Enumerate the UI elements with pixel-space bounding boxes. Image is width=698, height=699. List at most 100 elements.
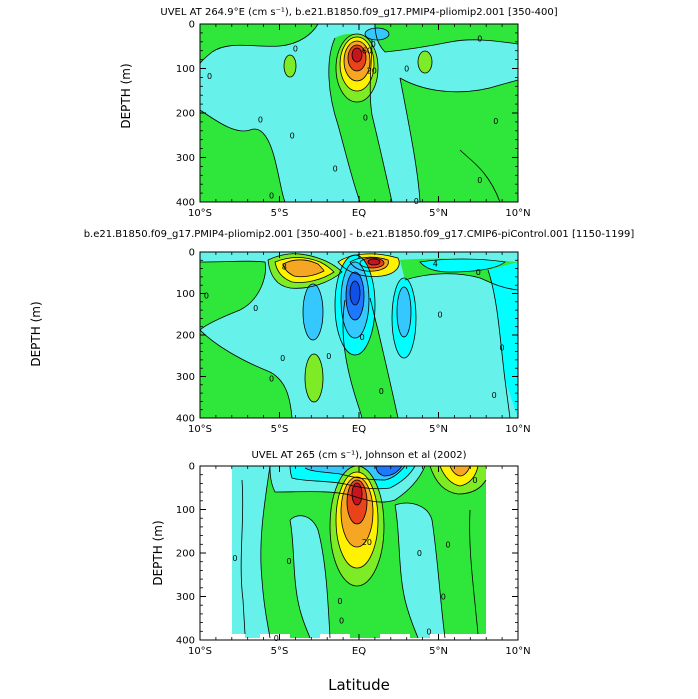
panel-3-cyan-west	[232, 466, 270, 638]
x-tick-label: 10°S	[188, 646, 212, 657]
panel-2-field	[200, 252, 518, 418]
panel-1-deep-green-east	[400, 78, 518, 202]
contour-label: 0	[286, 557, 291, 566]
contour-label: 0	[473, 476, 478, 485]
contour-label: 0	[253, 304, 258, 313]
y-tick-label: 100	[176, 64, 195, 75]
contour-label: 0	[337, 597, 342, 606]
x-tick-label: 10°N	[505, 646, 530, 657]
contour-label: 0	[477, 35, 482, 44]
contour-label: 0	[363, 113, 368, 122]
x-tick-label: 10°S	[188, 424, 212, 435]
panel-1-surface-blue-patch	[365, 28, 389, 40]
contour-label: 0	[438, 310, 443, 319]
panel-1-title: UVEL AT 264.9°E (cm s⁻¹), b.e21.B1850.f0…	[160, 7, 557, 18]
panel-2-warm-west-orange	[283, 259, 324, 277]
contour-label: 20	[362, 538, 372, 547]
x-tick-label: 5°S	[271, 646, 289, 657]
contour-label: 0	[280, 354, 285, 363]
contour-label: 8	[282, 263, 287, 272]
panel-1: UVEL AT 264.9°E (cm s⁻¹), b.e21.B1850.f0…	[119, 7, 558, 219]
contour-label: 0	[207, 72, 212, 81]
panel-2-lime-patch	[305, 354, 323, 402]
y-tick-label: 0	[189, 20, 195, 31]
contour-label: 0	[493, 117, 498, 126]
panel-2-west-flank-blue	[303, 284, 323, 340]
panel-1-surface-green-west	[200, 24, 318, 64]
contour-label: 0	[477, 176, 482, 185]
contour-label: 0	[417, 549, 422, 558]
panel-1-ylabel: DEPTH (m)	[119, 63, 133, 128]
panel-2-green-west	[200, 261, 266, 330]
panel-3-field	[200, 466, 518, 640]
contour-label: 0	[339, 616, 344, 625]
contour-label: 0	[293, 44, 298, 53]
contour-label: 0	[445, 540, 450, 549]
panel-3-contours	[240, 466, 487, 639]
contour-label: 0	[290, 131, 295, 140]
contour-label: 0	[274, 634, 279, 643]
x-tick-label: EQ	[352, 424, 366, 435]
x-tick-label: EQ	[352, 646, 366, 657]
contour-label: 0	[333, 165, 338, 174]
y-tick-label: 400	[176, 636, 195, 647]
panel-1-deep-green-west	[200, 110, 285, 202]
panel-1-lime-patch-east	[418, 51, 432, 73]
panel-1-euc-core	[352, 48, 362, 62]
x-tick-label: 10°S	[188, 208, 212, 219]
y-tick-label: 200	[176, 331, 195, 342]
y-tick-label: 100	[176, 505, 195, 516]
contour-label: 0	[426, 627, 431, 636]
contour-label: 4	[433, 260, 438, 269]
panel-3: UVEL AT 265 (cm s⁻¹), Johnson et al (200…	[151, 450, 531, 694]
contour-label: 0	[232, 554, 237, 563]
panel-3-euc-core	[352, 483, 362, 505]
panel-2-green-southwest	[200, 330, 292, 418]
contour-label: 0	[269, 191, 274, 200]
y-tick-label: 300	[176, 592, 195, 603]
contour-label: 0	[414, 197, 419, 206]
panel-1-surface-green-east	[375, 24, 518, 52]
x-tick-label: 5°S	[271, 208, 289, 219]
contour-label: 0	[404, 65, 409, 74]
panel-1-lime-patch-west	[284, 55, 296, 77]
y-tick-label: 200	[176, 549, 195, 560]
x-tick-label: 5°N	[429, 208, 448, 219]
x-tick-label: EQ	[352, 208, 366, 219]
y-tick-label: 0	[189, 248, 195, 259]
panel-2-ylabel: DEPTH (m)	[29, 301, 43, 366]
panel-3-title: UVEL AT 265 (cm s⁻¹), Johnson et al (200…	[251, 450, 466, 461]
panel-2-title: b.e21.B1850.f09_g17.PMIP4-pliomip2.001 […	[84, 229, 635, 240]
panel-3-sec-blue	[376, 466, 402, 476]
contour-label: 0	[492, 391, 497, 400]
contour-label: 0	[360, 333, 365, 342]
x-axis-label: Latitude	[328, 676, 390, 694]
contour-label: 0	[269, 375, 274, 384]
x-tick-label: 5°S	[271, 424, 289, 435]
panel-3-contour-labels: 0 0 0 0 0 0 0 0 0 20 0	[232, 476, 477, 643]
contour-label: 0	[258, 116, 263, 125]
contour-label: 0	[441, 593, 446, 602]
panel-2-cyan-east-surface	[420, 259, 505, 272]
panel-2-east-flank-sky	[397, 287, 411, 337]
panel-1-field	[200, 24, 518, 202]
panel-2-contours	[200, 253, 518, 418]
panel-1-contours	[200, 24, 518, 202]
x-tick-label: 10°N	[505, 208, 530, 219]
contour-label: 0	[476, 268, 481, 277]
y-tick-label: 0	[189, 462, 195, 473]
contour-label: 0	[326, 352, 331, 361]
y-tick-label: 300	[176, 153, 195, 164]
panel-3-cyan-center-east	[395, 503, 445, 638]
x-tick-label: 5°N	[429, 424, 448, 435]
panel-2-contour-labels: 8 4 0 0 0 0 0 0 0 0 0 0 0	[204, 260, 505, 401]
y-tick-label: 300	[176, 372, 195, 383]
contour-label: 60	[362, 47, 372, 56]
contour-label: 0	[379, 387, 384, 396]
x-tick-label: 5°N	[429, 646, 448, 657]
panel-3-ylabel: DEPTH (m)	[151, 520, 165, 585]
y-tick-label: 400	[176, 414, 195, 425]
